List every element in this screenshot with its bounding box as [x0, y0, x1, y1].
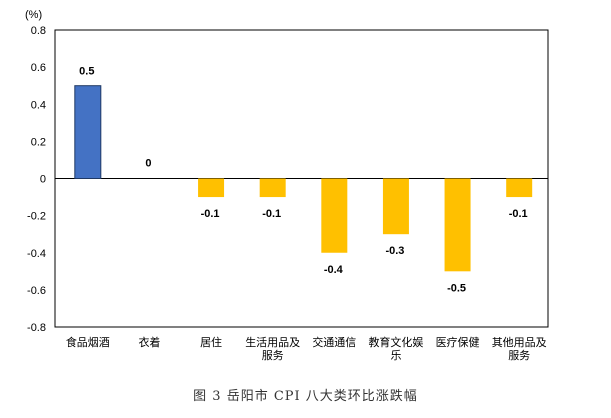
data-label: -0.5	[447, 282, 466, 294]
data-label: -0.1	[262, 208, 281, 220]
chart-caption: 图 3 岳阳市 CPI 八大类环比涨跌幅	[0, 385, 611, 404]
data-label: -0.1	[201, 208, 220, 220]
bar	[75, 86, 101, 179]
y-tick-label: 0.2	[31, 136, 46, 148]
x-tick-label: 服务	[262, 349, 284, 362]
x-tick-label: 交通通信	[312, 335, 356, 349]
y-tick-label: 0	[40, 174, 46, 186]
data-label: 0.5	[79, 66, 94, 78]
bar	[445, 179, 471, 272]
y-tick-label: -0.4	[27, 248, 46, 260]
x-tick-label: 其他用品及	[492, 336, 547, 349]
data-label: -0.3	[385, 245, 404, 257]
x-tick-label: 衣着	[138, 335, 160, 349]
bar	[506, 179, 532, 198]
bar	[260, 179, 286, 198]
y-tick-label: -0.6	[27, 285, 46, 297]
x-tick-label: 服务	[508, 349, 530, 362]
y-tick-label: -0.8	[27, 322, 46, 334]
y-tick-label: 0.8	[31, 25, 46, 37]
y-axis: 0.8 0.6 0.4 0.2 0 -0.2 -0.4 -0.6 -0.8	[27, 25, 46, 334]
x-tick-label: 生活用品及	[245, 335, 300, 349]
x-tick-label: 教育文化娱	[368, 335, 423, 349]
data-label: 0	[145, 158, 151, 170]
bar	[383, 179, 409, 235]
y-tick-label: 0.4	[31, 99, 46, 111]
y-tick-label: -0.2	[27, 211, 46, 223]
data-label: -0.4	[324, 264, 344, 276]
x-tick-label: 医疗保健	[436, 335, 480, 349]
bar	[198, 179, 224, 198]
y-unit-label: (%)	[25, 9, 42, 21]
x-tick-label: 居住	[200, 335, 222, 349]
data-label: -0.1	[509, 208, 528, 220]
y-tick-label: 0.6	[31, 62, 46, 74]
bar	[321, 179, 347, 253]
x-tick-label: 食品烟酒	[66, 335, 110, 349]
x-tick-label: 乐	[390, 349, 401, 362]
